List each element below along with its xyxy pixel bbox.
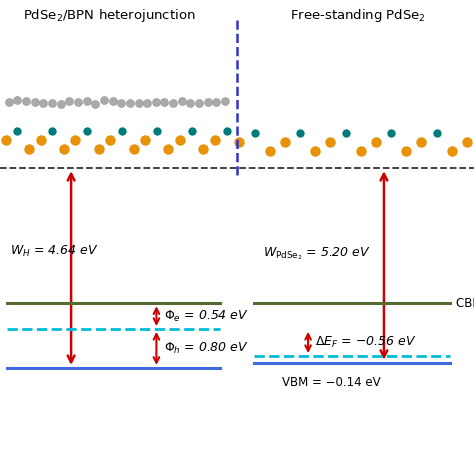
Text: $W_{\mathrm{PdSe_2}}$ = 5.20 eV: $W_{\mathrm{PdSe_2}}$ = 5.20 eV <box>263 246 371 262</box>
Text: $\Phi_{e}$ = 0.54 eV: $\Phi_{e}$ = 0.54 eV <box>164 309 248 324</box>
Text: $\Phi_{h}$ = 0.80 eV: $\Phi_{h}$ = 0.80 eV <box>164 341 248 356</box>
Text: $W_{H}$ = 4.64 eV: $W_{H}$ = 4.64 eV <box>10 244 99 259</box>
Text: CBM =: CBM = <box>456 297 474 310</box>
Text: Free-standing PdSe$_2$: Free-standing PdSe$_2$ <box>290 7 426 24</box>
Text: $\Delta E_{F}$ = $-$0.56 eV: $\Delta E_{F}$ = $-$0.56 eV <box>315 335 417 350</box>
Text: PdSe$_2$/BPN heterojunction: PdSe$_2$/BPN heterojunction <box>23 7 195 24</box>
Text: VBM = −0.14 eV: VBM = −0.14 eV <box>282 376 381 389</box>
